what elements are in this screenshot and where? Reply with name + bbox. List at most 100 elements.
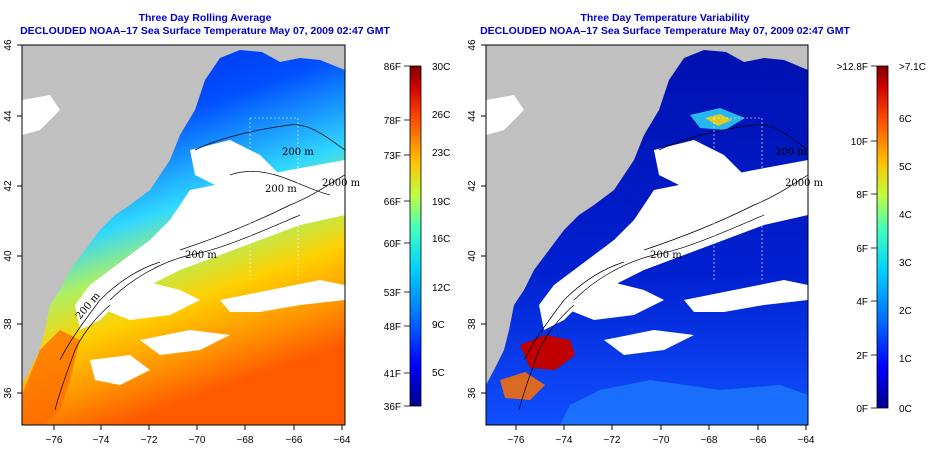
right-cb-f-2: 2F [856,351,868,362]
left-colorbar-gradient [409,65,422,407]
left-cb-c-19: 19C [432,197,450,208]
left-land [22,45,345,385]
left-title-line2: DECLOUDED NOAA–17 Sea Surface Temperatur… [20,25,390,37]
left-coastal-warm [22,330,80,425]
right-variability-speckle [560,380,808,425]
left-cb-f-36: 36F [384,402,401,413]
right-lon-tick-68: −68 [701,435,718,446]
right-contour-label-3: 200 m [650,250,682,261]
left-cloud-2 [190,140,280,185]
right-title: Three Day Temperature Variability DECLOU… [480,12,850,38]
right-cb-c-2: 2C [899,306,912,317]
right-cb-f-10: 10F [851,137,868,148]
left-lat-tick-38: 38 [3,318,14,330]
left-lon-axis: −76 −74 −72 −70 −68 −66 −64 [46,425,351,446]
right-lat-tick-46: 46 [467,39,478,51]
right-lon-tick-66: −66 [750,435,767,446]
left-colorbar: 86F 78F 73F 66F 60F 53F 48F 41F 36F 30C … [384,62,451,413]
right-dashed-grid [713,117,763,280]
left-title: Three Day Rolling Average DECLOUDED NOAA… [20,12,390,38]
right-colorbar: >12.8F 10F 8F 6F 4F 2F 0F >7.1C 6C 5C 4C… [837,62,926,415]
left-frame [21,44,346,426]
right-cb-c-3: 3C [899,258,912,269]
left-cb-c-26: 26C [432,110,450,121]
left-cloud-6 [90,355,150,385]
right-variability-hotspot-red [520,335,575,370]
left-cb-f-66: 66F [384,197,401,208]
right-lon-tick-70: −70 [653,435,670,446]
right-cb-c-0: 0C [899,404,912,415]
right-colorbar-gradient [876,65,889,409]
right-colorbar-f-ticks [871,65,877,409]
left-lon-tick-76: −76 [46,435,63,446]
right-cb-f-0: 0F [856,404,868,415]
left-lat-tick-46: 46 [3,39,14,51]
left-cloud-3 [100,280,200,320]
right-lat-tick-44: 44 [467,110,478,122]
left-lon-tick-66: −66 [286,435,303,446]
right-cb-f-4: 4F [856,297,868,308]
left-cloud-4 [220,280,345,312]
right-lon-tick-64: −64 [798,435,815,446]
right-lon-tick-76: −76 [508,435,525,446]
left-lon-tick-68: −68 [237,435,254,446]
left-lat-tick-42: 42 [3,180,14,192]
right-cb-c-5: 5C [899,162,912,173]
right-contour-label-2: 2000 m [785,178,824,189]
left-cb-c-12: 12C [432,283,450,294]
right-cb-c-4: 4C [899,210,912,221]
right-map [486,45,808,425]
left-lat-tick-36: 36 [3,387,14,399]
right-cloud-3 [564,280,664,320]
left-cb-f-73: 73F [384,151,401,162]
right-contours [518,124,808,411]
left-cloud-5 [140,330,230,355]
right-cb-f-8: 8F [856,190,868,201]
left-lon-tick-64: −64 [334,435,351,446]
right-cb-c-1: 1C [899,354,912,365]
left-map [22,45,345,425]
right-lat-tick-38: 38 [467,318,478,330]
right-lat-tick-42: 42 [467,180,478,192]
right-lat-tick-40: 40 [467,250,478,262]
left-cb-c-9: 9C [432,320,445,331]
left-cb-f-86: 86F [384,62,401,73]
left-cb-c-5: 5C [432,368,445,379]
left-cb-f-78: 78F [384,116,401,127]
left-cb-c-23: 23C [432,148,450,159]
left-title-line1: Three Day Rolling Average [138,12,272,24]
right-cb-c-7-1: >7.1C [899,62,926,73]
left-lat-axis: 46 44 42 40 38 36 [3,39,22,399]
right-variability-hotspot-orange [500,372,545,400]
right-lat-tick-36: 36 [467,387,478,399]
right-variability-hotspot-yellow [705,114,732,126]
right-lat-axis: 46 44 42 40 38 36 [467,39,486,399]
left-contour-label-2: 2000 m [322,178,361,189]
right-cb-c-6: 6C [899,114,912,125]
right-lon-axis: −76 −74 −72 −70 −68 −66 −64 [508,425,815,446]
right-title-line2: DECLOUDED NOAA–17 Sea Surface Temperatur… [480,25,850,37]
right-lon-tick-74: −74 [556,435,573,446]
left-dashed-grid [249,117,299,280]
right-cloud-5 [604,330,694,355]
right-cloud-6 [486,95,524,135]
right-cloud-4 [684,280,808,312]
left-lon-tick-70: −70 [189,435,206,446]
left-contours [54,124,345,411]
right-contour-label-1: 200 m [775,147,807,158]
right-land [486,45,808,385]
left-colorbar-f-ticks [404,65,410,407]
left-cb-f-48: 48F [384,322,401,333]
left-cb-c-30: 30C [432,62,450,73]
right-title-line1: Three Day Temperature Variability [580,12,750,24]
left-cb-f-60: 60F [384,239,401,250]
right-lon-tick-72: −72 [604,435,621,446]
left-contour-label-3: 200 m [265,184,297,195]
right-frame [485,44,809,426]
right-cb-f-6: 6F [856,244,868,255]
left-cb-f-53: 53F [384,288,401,299]
left-lat-tick-44: 44 [3,110,14,122]
left-contour-label-4: 200 m [185,250,217,261]
right-cb-f-12-8: >12.8F [837,62,868,73]
left-cb-f-41: 41F [384,369,401,380]
